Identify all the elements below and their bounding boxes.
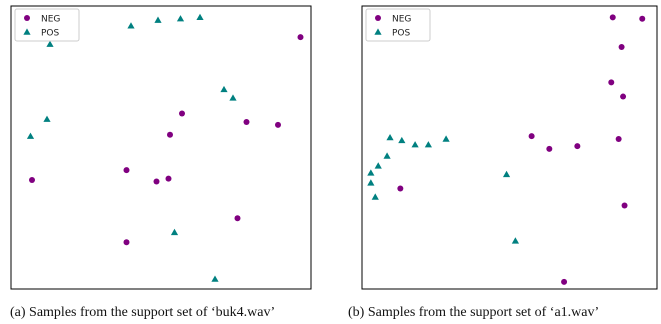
- legend-label-neg-a: NEG: [41, 15, 60, 25]
- neg-point-a-5: [29, 177, 35, 184]
- pos-point-a-8: [26, 132, 35, 139]
- pos-point-b-2: [411, 141, 419, 148]
- neg-point-b-4: [620, 93, 627, 100]
- legend-label-neg-b: NEG: [392, 15, 411, 25]
- legend-a: [14, 8, 80, 42]
- pos-point-b-11: [511, 237, 519, 244]
- neg-point-a-0: [297, 34, 304, 41]
- pos-point-a-6: [229, 94, 237, 101]
- pos-point-a-4: [196, 13, 204, 21]
- panel-a: NEG POS (a) Samples from the support set …: [0, 0, 330, 324]
- plot-frame-b: [361, 5, 658, 290]
- pos-point-a-5: [220, 85, 228, 93]
- pos-point-a-1: [127, 22, 135, 29]
- scatter-plot-a: NEG POS: [10, 5, 312, 290]
- plot-frame-a: [10, 5, 312, 290]
- neg-point-b-10: [621, 202, 628, 209]
- neg-point-b-11: [561, 278, 568, 285]
- pos-point-b-7: [367, 169, 375, 176]
- legend-marker-neg-b: [375, 15, 381, 21]
- neg-point-a-8: [165, 175, 172, 182]
- pos-point-b-10: [502, 170, 511, 178]
- neg-point-b-0: [609, 14, 616, 21]
- neg-point-a-7: [153, 178, 160, 185]
- neg-point-b-2: [618, 44, 625, 51]
- pos-point-b-1: [398, 136, 406, 144]
- caption-a: (a) Samples from the support set of ‘buk…: [10, 305, 276, 320]
- neg-point-a-4: [167, 131, 173, 138]
- caption-b: (b) Samples from the support set of ‘a1.…: [348, 305, 600, 320]
- legend-b: [365, 8, 431, 42]
- pos-point-b-6: [374, 162, 382, 169]
- legend-label-pos-a: POS: [41, 29, 60, 39]
- pos-point-a-3: [176, 15, 185, 22]
- pos-point-b-8: [367, 179, 375, 186]
- neg-point-a-1: [179, 110, 185, 117]
- neg-point-a-2: [243, 119, 250, 126]
- neg-point-a-6: [123, 167, 130, 174]
- legend-marker-neg-a: [24, 15, 30, 21]
- pos-point-a-2: [154, 16, 162, 23]
- scatter-plot-b: NEG POS: [361, 5, 658, 290]
- neg-point-b-3: [608, 79, 615, 86]
- neg-point-b-9: [397, 185, 404, 192]
- neg-point-b-5: [528, 133, 535, 140]
- pos-point-a-10: [211, 275, 219, 282]
- pos-point-a-0: [46, 40, 54, 47]
- panel-b: NEG POS (b) Samples from the support set …: [331, 0, 661, 324]
- pos-point-b-3: [424, 141, 432, 148]
- pos-point-a-9: [170, 228, 179, 236]
- legend-marker-pos-a: [23, 28, 31, 35]
- neg-point-b-6: [546, 145, 553, 152]
- neg-point-b-8: [615, 136, 622, 143]
- pos-point-b-0: [386, 133, 394, 141]
- legend-marker-pos-b: [374, 28, 382, 35]
- pos-point-b-4: [442, 135, 450, 142]
- neg-point-a-3: [275, 121, 281, 128]
- pos-point-b-5: [383, 152, 391, 159]
- neg-point-a-9: [234, 215, 241, 222]
- neg-point-b-7: [574, 143, 581, 150]
- legend-label-pos-b: POS: [392, 29, 411, 39]
- neg-point-b-1: [639, 15, 646, 22]
- neg-point-a-10: [123, 239, 130, 246]
- pos-point-a-7: [43, 115, 51, 122]
- pos-point-b-9: [371, 193, 379, 200]
